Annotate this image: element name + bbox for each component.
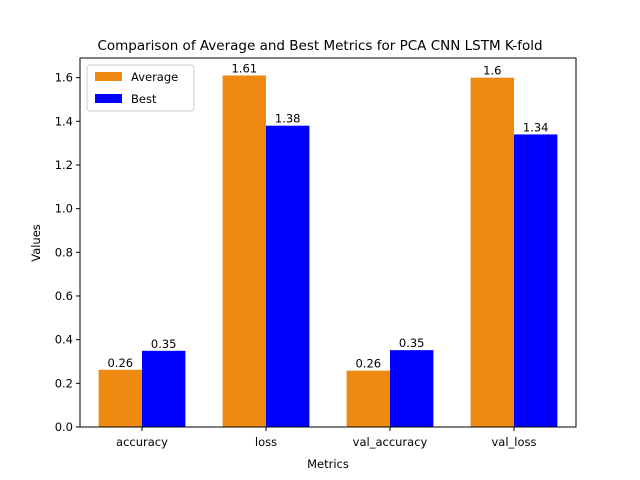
data-label-average-loss: 1.61 (231, 61, 257, 75)
legend-label-best: Best (131, 92, 157, 106)
legend-swatch-best (95, 94, 122, 103)
legend-label-average: Average (131, 70, 178, 84)
y-axis-label: Values (29, 224, 43, 262)
bar-best-val_accuracy[interactable] (390, 350, 434, 427)
bar-best-val_loss[interactable] (514, 134, 558, 428)
x-tick-label-val_accuracy: val_accuracy (353, 435, 428, 449)
legend-swatch-average (95, 72, 122, 81)
y-tick-label: 0.8 (55, 245, 73, 259)
plot-area: 0.26 1.61 0.26 1.6 0.35 1.38 0.35 1.34 0.0 0.2 0.4… (55, 57, 577, 449)
bar-average-accuracy[interactable] (98, 369, 142, 427)
y-tick-label: 0.4 (55, 333, 73, 347)
data-label-average-val_accuracy: 0.26 (355, 357, 381, 371)
data-label-best-accuracy: 0.35 (151, 337, 177, 351)
bar-best-accuracy[interactable] (142, 350, 186, 427)
y-tick-label: 1.4 (55, 114, 73, 128)
bar-average-val_accuracy[interactable] (346, 370, 390, 427)
y-tick-label: 0.2 (55, 376, 73, 390)
data-label-best-loss: 1.38 (275, 112, 301, 126)
data-label-average-val_loss: 1.6 (483, 64, 501, 78)
y-tick-label: 0.6 (55, 289, 73, 303)
y-tick-label: 1.6 (55, 71, 73, 85)
x-tick-label-loss: loss (255, 435, 277, 449)
plot-frame (79, 57, 577, 428)
bar-best-loss[interactable] (266, 125, 310, 427)
x-tick-label-val_loss: val_loss (491, 435, 536, 449)
y-tick-label: 0.0 (55, 420, 73, 434)
x-tick-label-accuracy: accuracy (116, 435, 168, 449)
x-axis-label: Metrics (307, 457, 349, 471)
y-tick-label: 1.2 (55, 158, 73, 172)
bar-average-val_loss[interactable] (470, 77, 514, 428)
bar-average-loss[interactable] (222, 75, 266, 427)
chart-title: Comparison of Average and Best Metrics f… (97, 38, 542, 54)
data-label-best-val_loss: 1.34 (523, 120, 549, 134)
data-label-average-accuracy: 0.26 (107, 356, 133, 370)
y-tick-label: 1.0 (55, 202, 73, 216)
data-label-best-val_accuracy: 0.35 (399, 336, 425, 350)
